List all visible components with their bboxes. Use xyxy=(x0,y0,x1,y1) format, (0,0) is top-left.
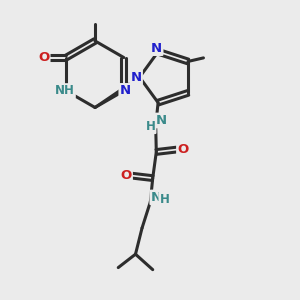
Text: N: N xyxy=(151,42,162,55)
Text: N: N xyxy=(155,114,167,127)
Text: O: O xyxy=(177,143,189,156)
Text: H: H xyxy=(160,193,170,206)
Text: O: O xyxy=(38,51,49,64)
Text: N: N xyxy=(120,84,131,98)
Text: NH: NH xyxy=(55,84,75,98)
Text: O: O xyxy=(120,169,132,182)
Text: N: N xyxy=(130,71,142,84)
Text: H: H xyxy=(146,120,155,133)
Text: N: N xyxy=(151,191,162,204)
